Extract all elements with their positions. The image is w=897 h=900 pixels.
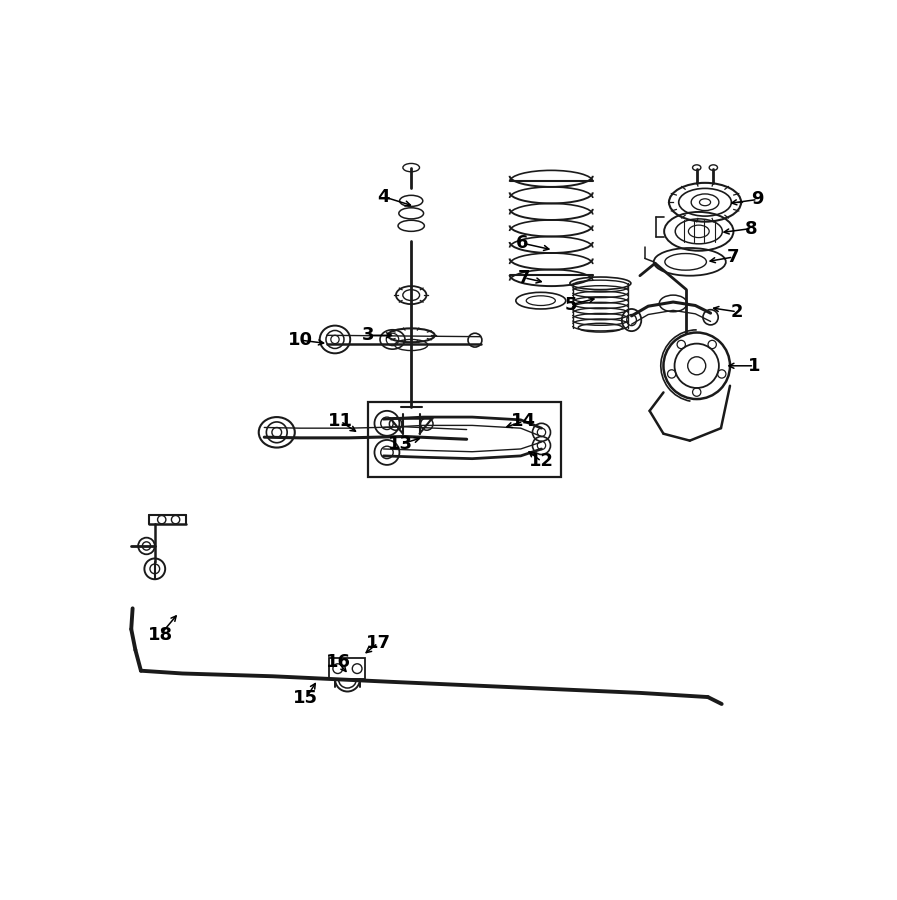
- Text: 7: 7: [727, 248, 740, 266]
- Bar: [329, 658, 365, 679]
- Text: 8: 8: [745, 220, 757, 238]
- Text: 1: 1: [748, 356, 761, 374]
- Text: 14: 14: [511, 412, 536, 430]
- Text: 5: 5: [564, 296, 577, 314]
- Text: 17: 17: [365, 634, 390, 652]
- Text: 18: 18: [148, 626, 173, 644]
- Text: 7: 7: [518, 269, 530, 287]
- Text: 11: 11: [328, 412, 353, 430]
- Text: 10: 10: [288, 331, 313, 349]
- Text: 12: 12: [529, 453, 554, 471]
- Text: 2: 2: [731, 302, 743, 320]
- Text: 13: 13: [388, 435, 414, 453]
- Text: 4: 4: [378, 188, 389, 206]
- Text: 15: 15: [293, 689, 318, 707]
- Text: 9: 9: [752, 191, 764, 209]
- Bar: [369, 401, 561, 477]
- Text: 3: 3: [362, 327, 374, 345]
- Text: 16: 16: [326, 653, 351, 671]
- Text: 6: 6: [516, 234, 528, 252]
